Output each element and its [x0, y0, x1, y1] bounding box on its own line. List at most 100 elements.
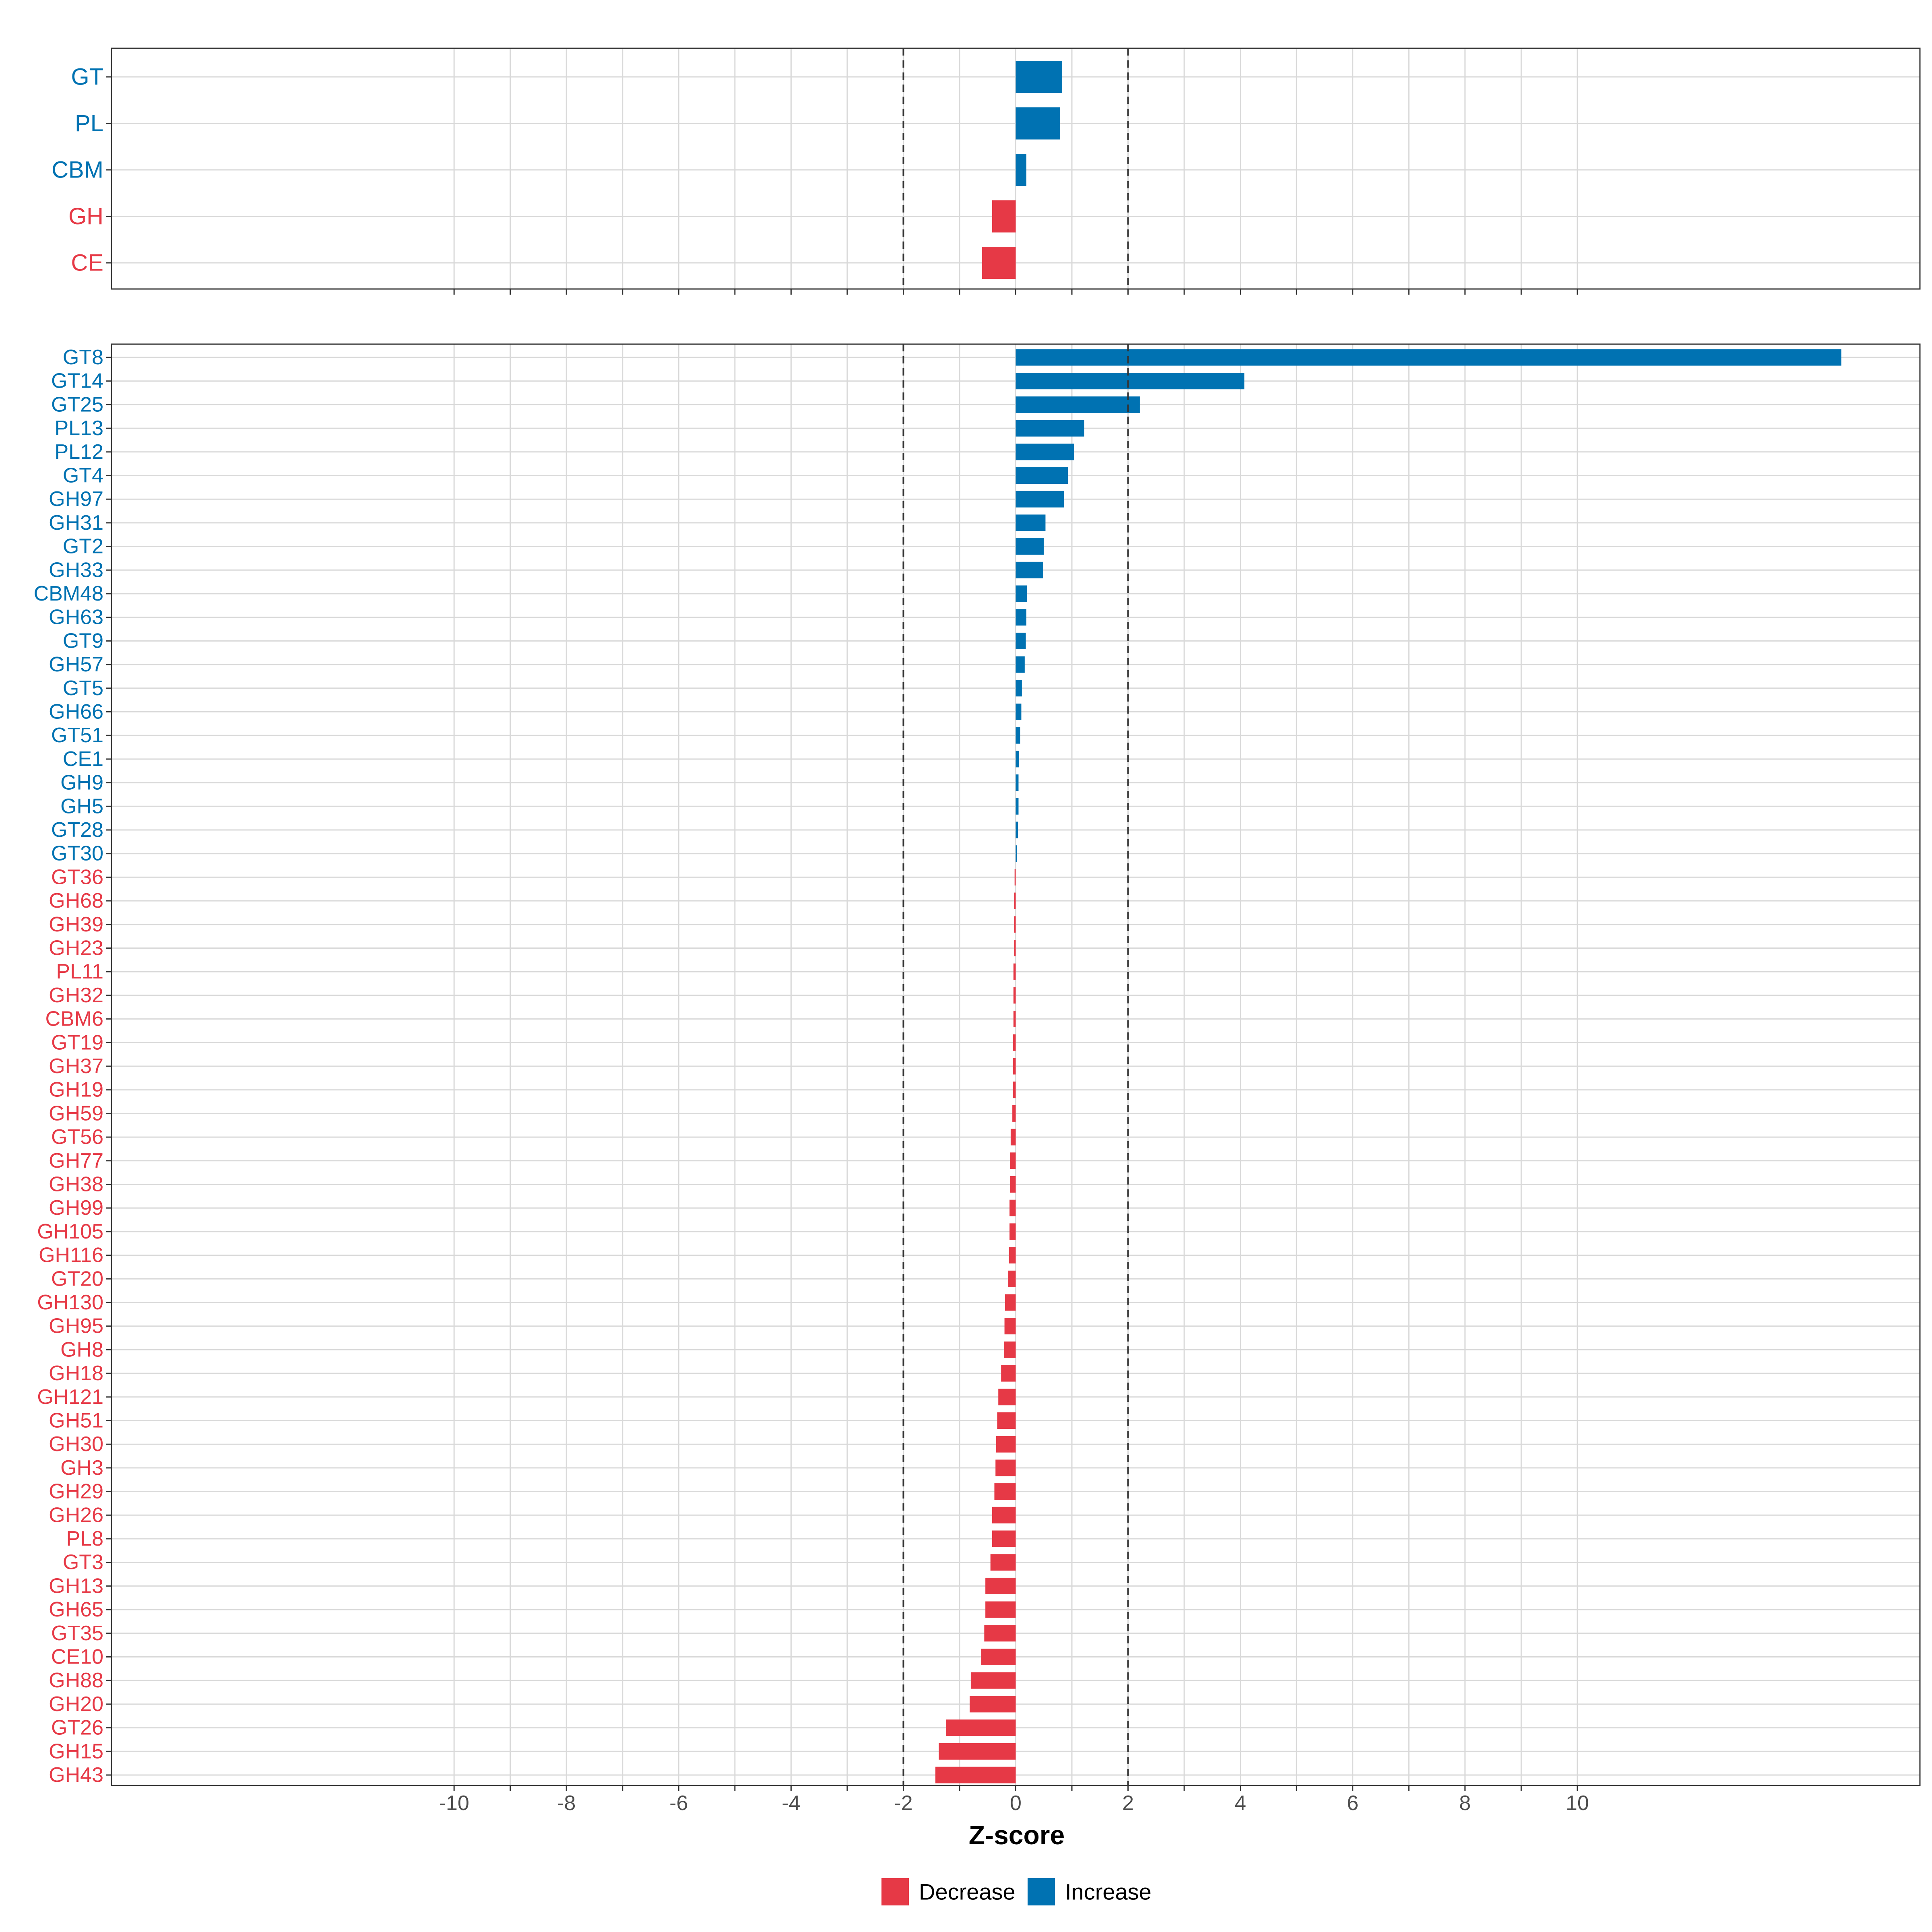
- y-tick-label: GH23: [49, 937, 103, 960]
- bar-gt30: [1016, 845, 1017, 862]
- bar-gh33: [1016, 561, 1043, 578]
- bar-gh59: [1012, 1105, 1016, 1122]
- y-tick-label: GT26: [51, 1716, 103, 1740]
- y-tick-label: GH63: [49, 606, 103, 629]
- y-tick-label: GT8: [63, 346, 103, 369]
- y-tick-label: GT2: [63, 535, 103, 558]
- x-tick-label: 8: [1459, 1792, 1471, 1815]
- bar-gt5: [1016, 680, 1022, 697]
- bar-ce1: [1016, 751, 1019, 768]
- bar-gh66: [1016, 704, 1022, 720]
- y-tick-label: GT3: [63, 1551, 103, 1574]
- bar-gt36: [1014, 869, 1016, 886]
- y-tick-label: GH26: [49, 1503, 103, 1527]
- bar-gh97: [1016, 491, 1064, 508]
- y-tick-label: GH13: [49, 1574, 103, 1598]
- bar-gh32: [1013, 987, 1016, 1004]
- legend-label-decrease: Decrease: [919, 1879, 1016, 1905]
- bar-gh30: [996, 1436, 1016, 1453]
- bar-gh57: [1016, 656, 1025, 673]
- y-tick-label: GH30: [49, 1432, 103, 1456]
- y-tick-label: GH: [68, 203, 103, 229]
- bar-gh3: [995, 1459, 1016, 1476]
- y-tick-label: GH8: [60, 1338, 103, 1361]
- y-tick-label: GT5: [63, 677, 103, 700]
- x-tick-label: 2: [1122, 1792, 1134, 1815]
- x-axis: -10 -8 -6 -4 -2 0 2 4 6 8 10: [439, 1792, 1589, 1815]
- y-tick-label: PL13: [55, 417, 103, 440]
- x-tick-label: 6: [1347, 1792, 1358, 1815]
- x-tick-label: -6: [669, 1792, 688, 1815]
- y-tick-label: CBM6: [45, 1007, 103, 1031]
- bar-gh37: [1013, 1058, 1016, 1075]
- bar-gh99: [1009, 1199, 1016, 1216]
- x-tick-label: 0: [1010, 1792, 1022, 1815]
- x-axis-title: Z-score: [969, 1820, 1065, 1850]
- y-tick-label: GH51: [49, 1409, 103, 1432]
- y-tick-label: GT28: [51, 818, 103, 842]
- bar-gh19: [1013, 1082, 1016, 1098]
- y-tick-label: GH33: [49, 558, 103, 582]
- y-tick-label: GT14: [51, 369, 103, 393]
- y-tick-label: GH38: [49, 1173, 103, 1196]
- y-tick-label: GH130: [37, 1291, 103, 1314]
- y-tick-label: GH59: [49, 1102, 103, 1125]
- y-tick-label: CE1: [63, 747, 103, 771]
- bar-gh116: [1009, 1247, 1016, 1264]
- y-tick-label: GH9: [60, 771, 103, 795]
- bar-gt51: [1016, 727, 1020, 744]
- bar-gh15: [939, 1743, 1016, 1760]
- bar-cbm6: [1013, 1011, 1016, 1028]
- bar-gh51: [997, 1412, 1016, 1429]
- bar-pl13: [1016, 420, 1084, 437]
- bar-gh5: [1016, 798, 1019, 815]
- y-tick-label: GH105: [37, 1220, 103, 1243]
- bar-gh13: [985, 1577, 1016, 1594]
- bar-gt9: [1016, 632, 1026, 649]
- y-tick-label: PL11: [56, 960, 103, 983]
- y-tick-label: GH65: [49, 1598, 103, 1621]
- bar-gt25: [1016, 396, 1140, 413]
- bar-gt26: [946, 1719, 1016, 1736]
- bottom-panel: GT8GT14GT25PL13PL12GT4GH97GH31GT2GH33CBM…: [34, 343, 1921, 1791]
- bar-pl: [1016, 107, 1060, 140]
- x-tick-label: 10: [1566, 1792, 1589, 1815]
- y-tick-label: GT: [71, 64, 103, 90]
- y-tick-label: GH37: [49, 1055, 103, 1078]
- y-tick-label: GT20: [51, 1267, 103, 1290]
- y-tick-label: PL8: [66, 1527, 103, 1550]
- y-tick-label: GH32: [49, 984, 103, 1007]
- y-tick-label: GT9: [63, 629, 103, 652]
- y-tick-label: GH88: [49, 1669, 103, 1692]
- y-tick-label: GH39: [49, 913, 103, 936]
- bar-gh26: [992, 1507, 1016, 1523]
- bar-gh8: [1004, 1341, 1016, 1358]
- x-tick-label: -8: [557, 1792, 576, 1815]
- x-tick-label: -2: [894, 1792, 912, 1815]
- bar-gt19: [1013, 1034, 1016, 1051]
- bar-gh31: [1016, 514, 1046, 531]
- y-tick-label: GT51: [51, 724, 103, 747]
- bar-gh63: [1016, 609, 1027, 626]
- y-tick-label: GH18: [49, 1362, 103, 1385]
- y-tick-label: GH95: [49, 1315, 103, 1338]
- y-tick-label: GT4: [63, 464, 103, 487]
- bar-gt4: [1016, 467, 1068, 484]
- bar-gt14: [1016, 373, 1245, 390]
- legend-label-increase: Increase: [1065, 1879, 1152, 1905]
- bar-gh18: [1001, 1365, 1016, 1382]
- y-tick-label: GH20: [49, 1693, 103, 1716]
- bar-gh29: [994, 1483, 1016, 1500]
- top-panel: GT PL CBM GH CE: [52, 47, 1921, 295]
- bar-pl8: [992, 1530, 1016, 1547]
- y-tick-label: GH43: [49, 1763, 103, 1787]
- bar-pl11: [1013, 963, 1016, 980]
- legend: Decrease Increase: [881, 1878, 1152, 1905]
- y-tick-label: CE: [71, 250, 103, 276]
- bar-gt56: [1010, 1129, 1016, 1146]
- y-tick-label: GT19: [51, 1031, 103, 1054]
- bar-gt3: [990, 1554, 1016, 1571]
- bar-gh9: [1016, 774, 1019, 791]
- bar-gh43: [935, 1767, 1016, 1783]
